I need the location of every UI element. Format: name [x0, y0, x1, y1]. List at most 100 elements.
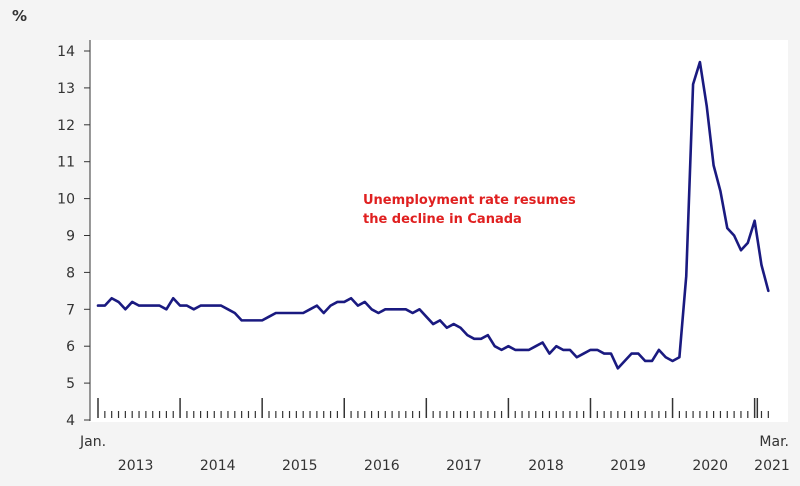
data-point-0-84: [671, 360, 674, 362]
data-point-0-75: [610, 352, 612, 355]
data-point-0-26: [274, 312, 277, 314]
data-point-0-61: [514, 348, 517, 351]
data-point-0-5: [131, 301, 134, 303]
data-point-0-76: [616, 367, 619, 370]
data-point-0-79: [637, 352, 640, 355]
x-start-label: Jan.: [79, 434, 106, 450]
data-point-0-70: [575, 356, 578, 359]
data-point-0-35: [336, 301, 339, 303]
data-point-0-22: [247, 319, 250, 322]
data-point-0-93: [733, 234, 736, 237]
y-tick-label-5: 5: [66, 376, 75, 392]
data-point-0-8: [151, 304, 154, 307]
data-point-0-21: [240, 319, 243, 322]
x-year-label-2021: 2021: [754, 458, 790, 474]
data-point-0-53: [459, 326, 462, 329]
data-point-0-10: [165, 308, 168, 311]
data-point-0-11: [172, 297, 175, 300]
data-point-0-15: [199, 304, 202, 307]
y-tick-label-4: 4: [66, 413, 75, 429]
x-year-label-2015: 2015: [282, 458, 318, 474]
y-tick-label-13: 13: [57, 81, 75, 97]
data-point-0-18: [220, 304, 223, 307]
data-point-0-6: [138, 304, 140, 307]
data-point-0-17: [213, 304, 216, 307]
data-point-0-62: [521, 348, 523, 351]
data-point-0-63: [528, 348, 530, 351]
data-point-0-19: [227, 308, 229, 311]
data-point-0-89: [705, 105, 708, 108]
data-point-0-73: [596, 348, 599, 351]
data-point-0-59: [500, 348, 503, 351]
data-point-0-13: [186, 304, 188, 307]
data-point-0-36: [343, 301, 346, 303]
data-point-0-50: [439, 319, 441, 322]
data-point-0-47: [418, 308, 421, 311]
data-point-0-91: [719, 190, 722, 193]
data-point-0-80: [644, 360, 647, 362]
y-tick-label-10: 10: [57, 192, 75, 208]
data-point-0-58: [493, 345, 496, 348]
data-point-0-57: [486, 334, 489, 337]
data-point-0-60: [507, 345, 510, 348]
y-tick-label-8: 8: [66, 265, 75, 281]
data-point-0-64: [534, 345, 537, 348]
data-point-0-74: [603, 352, 606, 355]
data-point-0-27: [281, 312, 284, 314]
data-point-0-41: [377, 312, 380, 314]
data-point-0-14: [192, 308, 195, 311]
data-point-0-78: [630, 352, 633, 355]
data-point-0-4: [124, 308, 127, 311]
data-point-0-33: [322, 312, 325, 314]
data-point-0-92: [726, 227, 729, 230]
data-point-0-82: [657, 348, 660, 351]
y-tick-label-12: 12: [57, 118, 75, 134]
y-tick-label-6: 6: [66, 339, 75, 355]
data-point-0-69: [569, 348, 571, 351]
data-point-0-28: [288, 312, 291, 314]
data-point-0-95: [746, 241, 749, 244]
plot-area: [90, 40, 788, 422]
data-point-0-16: [206, 304, 209, 307]
annotation-line-2: the decline in Canada: [363, 212, 522, 227]
y-axis: 4 5 6 7 8 9 10 11 12 13 14: [57, 40, 91, 429]
data-point-0-94: [740, 249, 742, 252]
data-point-0-71: [582, 352, 585, 355]
data-point-0-66: [548, 352, 551, 355]
data-point-0-0: [97, 304, 99, 307]
data-point-0-44: [398, 308, 400, 311]
y-tick-label-11: 11: [57, 155, 75, 171]
data-point-0-96: [753, 219, 756, 222]
data-point-0-49: [432, 323, 435, 325]
x-year-label-2018: 2018: [528, 458, 564, 474]
data-point-0-29: [295, 312, 298, 314]
data-point-0-88: [699, 61, 701, 63]
data-point-0-72: [589, 348, 592, 351]
data-point-0-9: [158, 304, 161, 307]
data-point-0-3: [117, 301, 120, 303]
data-point-0-67: [555, 345, 558, 348]
data-point-0-7: [144, 304, 147, 307]
annotation-line-1: Unemployment rate resumes: [363, 193, 576, 208]
data-point-0-86: [685, 275, 688, 277]
x-year-label-2014: 2014: [200, 458, 236, 474]
data-point-0-65: [541, 341, 544, 344]
data-point-0-38: [357, 304, 359, 307]
data-point-0-46: [411, 312, 414, 314]
x-year-label-2013: 2013: [118, 458, 154, 474]
data-point-0-39: [363, 301, 366, 303]
data-point-0-12: [179, 304, 181, 307]
x-axis: 2013 2014 2015 2016 2017 2018 2019 2020 2021 Jan.…: [79, 398, 790, 474]
data-point-0-37: [350, 297, 352, 300]
data-point-0-87: [692, 83, 694, 86]
data-point-0-31: [309, 308, 311, 311]
data-point-0-85: [678, 356, 681, 359]
data-point-0-32: [315, 304, 318, 307]
data-point-0-81: [651, 360, 653, 362]
y-tick-label-7: 7: [66, 302, 75, 318]
data-point-0-83: [664, 356, 667, 359]
data-point-0-25: [268, 315, 270, 318]
series-layer: [96, 60, 770, 370]
data-point-0-23: [254, 319, 257, 322]
